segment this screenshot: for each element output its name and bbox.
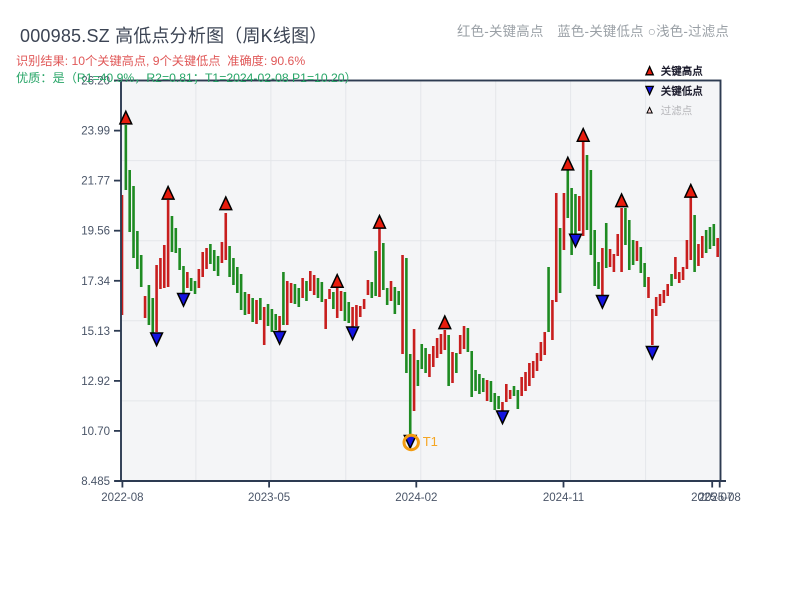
svg-text:17.34: 17.34 bbox=[81, 276, 110, 288]
svg-text:2023-05: 2023-05 bbox=[248, 492, 290, 504]
svg-text:T1: T1 bbox=[423, 434, 438, 449]
svg-text:23.99: 23.99 bbox=[81, 126, 110, 138]
svg-text:2025-08: 2025-08 bbox=[699, 492, 741, 504]
svg-text:21.77: 21.77 bbox=[81, 176, 110, 188]
svg-text:过滤点: 过滤点 bbox=[661, 104, 693, 117]
svg-text:2022-08: 2022-08 bbox=[101, 492, 143, 504]
svg-text:关键高点: 关键高点 bbox=[661, 65, 703, 78]
svg-text:关键低点: 关键低点 bbox=[661, 84, 703, 97]
svg-text:2025-07: 2025-07 bbox=[691, 492, 733, 504]
svg-text:15.13: 15.13 bbox=[81, 326, 110, 338]
svg-text:2024-02: 2024-02 bbox=[395, 492, 437, 504]
svg-text:26.20: 26.20 bbox=[81, 76, 110, 88]
svg-text:19.56: 19.56 bbox=[81, 226, 110, 238]
svg-text:12.92: 12.92 bbox=[81, 376, 110, 388]
svg-text:8.485: 8.485 bbox=[81, 476, 110, 488]
svg-text:10.70: 10.70 bbox=[81, 426, 110, 438]
svg-text:2024-11: 2024-11 bbox=[543, 492, 584, 504]
